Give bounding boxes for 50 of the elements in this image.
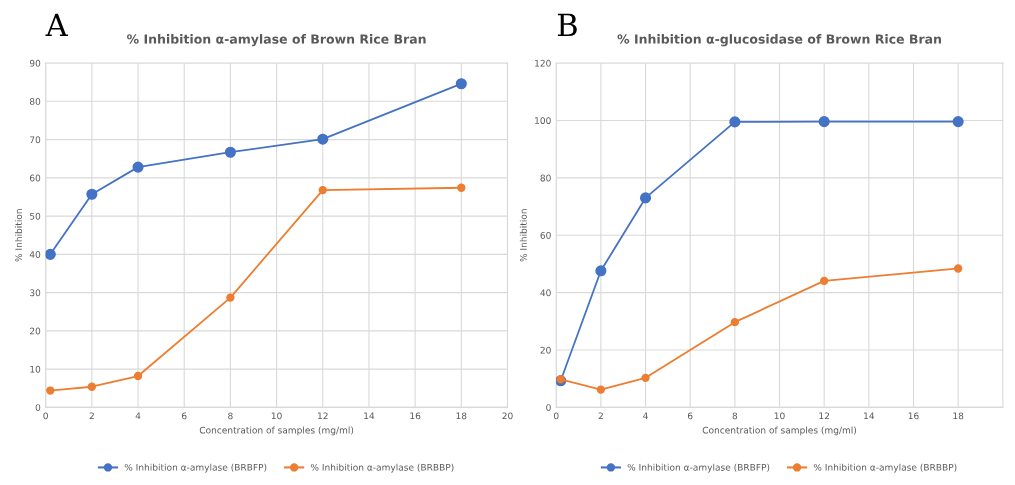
x-tick-label: 20 — [502, 412, 513, 420]
x-tick-label: 0 — [553, 412, 559, 420]
x-tick-label: 12 — [318, 412, 328, 420]
x-tick-label: 16 — [908, 412, 919, 420]
y-tick-label: 20 — [540, 346, 551, 354]
y-tick-label: 50 — [30, 212, 41, 220]
text: A — [45, 13, 69, 37]
y-axis-title: % Inhibition — [15, 209, 23, 262]
x-tick-label: 10 — [271, 412, 282, 420]
legend-label: % Inhibition α-amylase (BRBBP) — [310, 463, 454, 473]
y-tick-label: 20 — [29, 327, 41, 335]
y-axis-title: % Inhibition — [519, 209, 527, 262]
x-axis-title: Concentration of samples (mg/ml) — [702, 426, 857, 436]
y-tick-label: 80 — [540, 174, 551, 182]
x-tick-label: 14 — [364, 412, 375, 420]
y-tick-label: 40 — [540, 289, 551, 297]
x-tick-label: 6 — [687, 412, 693, 420]
x-tick-label: 4 — [135, 412, 141, 420]
y-tick-label: 70 — [30, 136, 41, 144]
x-tick-label: 6 — [181, 412, 187, 420]
legend-label: % Inhibition α-amylase (BRBFP) — [627, 463, 770, 473]
x-tick-label: 14 — [864, 412, 875, 420]
legend-label: % Inhibition α-amylase (BRBFP) — [124, 463, 267, 473]
y-tick-label: 30 — [30, 289, 41, 297]
x-tick-label: 12 — [819, 412, 830, 420]
chart-title: % Inhibition α-amylase of Brown Rice Bran — [127, 34, 426, 47]
y-tick-label: 80 — [29, 98, 41, 105]
x-tick-label: 2 — [598, 412, 603, 420]
x-tick-label: 2 — [89, 412, 94, 420]
x-tick-label: 18 — [456, 412, 467, 420]
y-tick-label: 100 — [535, 117, 551, 124]
x-tick-label: 18 — [953, 412, 964, 420]
x-tick-label: 10 — [774, 412, 785, 420]
y-tick-label: 120 — [535, 59, 551, 67]
x-tick-label: 8 — [732, 412, 738, 420]
y-tick-label: 60 — [540, 231, 551, 239]
legend-label: % Inhibition α-amylase (BRBBP) — [813, 463, 957, 473]
y-tick-label: 90 — [29, 59, 41, 67]
y-tick-label: 60 — [29, 174, 41, 182]
y-tick-label: 10 — [30, 365, 41, 373]
y-tick-label: 0 — [35, 404, 41, 411]
y-tick-label: 40 — [29, 251, 41, 258]
text: B — [557, 13, 577, 37]
x-tick-label: 0 — [43, 412, 48, 420]
x-axis-title: Concentration of samples (mg/ml) — [199, 426, 354, 436]
y-tick-label: 0 — [546, 404, 551, 411]
chart-title: % Inhibition α-glucosidase of Brown Rice Bran — [617, 34, 941, 47]
x-tick-label: 4 — [643, 412, 648, 420]
x-tick-label: 16 — [410, 412, 421, 420]
x-tick-label: 8 — [228, 412, 233, 420]
